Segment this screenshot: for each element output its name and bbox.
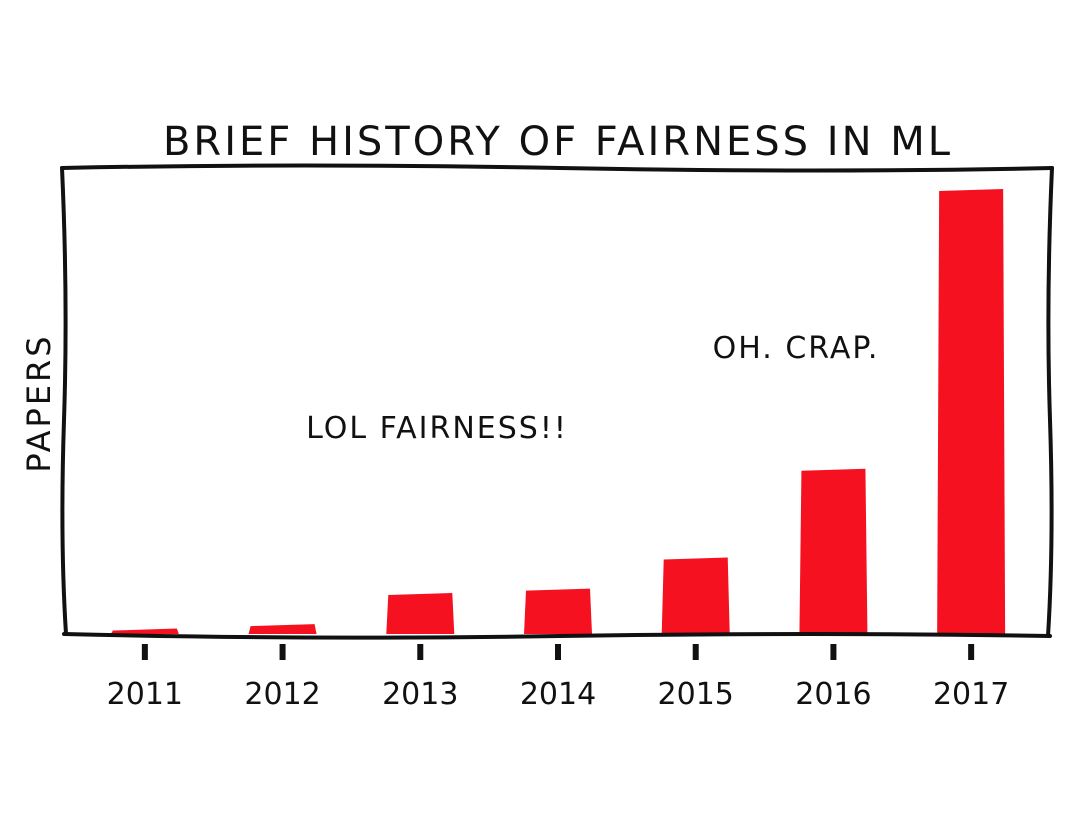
- bar-2012: [248, 624, 317, 634]
- annotation-lol-fairness: LOL FAIRNESS!!: [306, 411, 568, 446]
- x-ticks-layer: 2011 2012 2013 2014 2015 2016 2017: [107, 644, 1009, 712]
- bar-2016: [799, 468, 868, 634]
- annotation-oh-crap: OH. CRAP.: [713, 331, 880, 366]
- plot-frame-top: [60, 163, 1054, 173]
- bar-2011: [110, 628, 179, 634]
- x-tick-2015: [692, 644, 699, 660]
- bar-2014: [524, 588, 592, 634]
- x-tick-label-2017: 2017: [933, 677, 1009, 712]
- x-tick-label-2012: 2012: [244, 677, 320, 712]
- x-tick-2013: [417, 644, 424, 660]
- plot-frame-right: [1046, 166, 1054, 638]
- x-tick-2014: [555, 644, 561, 660]
- x-tick-2012: [279, 644, 286, 660]
- x-tick-label-2011: 2011: [107, 677, 183, 712]
- bars-layer: [110, 189, 1006, 634]
- x-tick-label-2016: 2016: [795, 677, 871, 712]
- x-axis-line: [62, 632, 1052, 640]
- bar-2015: [661, 557, 730, 634]
- x-tick-2017: [968, 644, 975, 660]
- plot-frame-left: [60, 166, 68, 636]
- x-tick-label-2014: 2014: [520, 677, 596, 712]
- chart-title: BRIEF HISTORY OF FAIRNESS IN ML: [163, 119, 953, 165]
- bar-2017: [937, 189, 1006, 634]
- x-tick-2011: [141, 644, 148, 660]
- x-tick-label-2013: 2013: [382, 677, 458, 712]
- y-axis-label: PAPERS: [20, 333, 58, 472]
- x-tick-2016: [830, 644, 837, 660]
- bar-2013: [386, 593, 455, 634]
- x-tick-label-2015: 2015: [658, 677, 734, 712]
